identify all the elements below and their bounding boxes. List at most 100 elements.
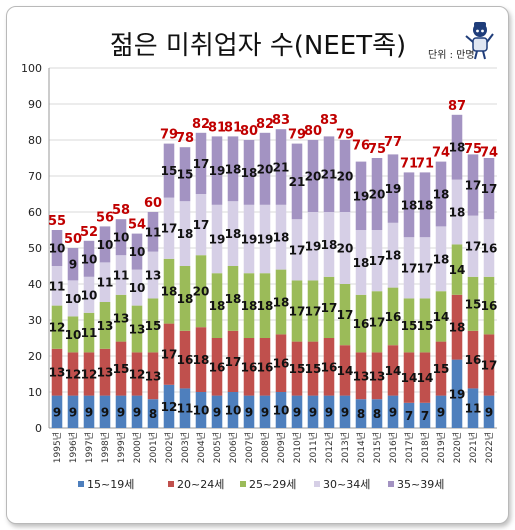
segment-value-label: 15 xyxy=(401,319,418,333)
segment-value-label: 16 xyxy=(481,299,498,313)
total-value-label: 81 xyxy=(208,120,226,135)
bar-segment xyxy=(291,219,303,281)
segment-value-label: 15 xyxy=(305,362,322,376)
bar-segment xyxy=(451,359,463,428)
legend-label: 15~19세 xyxy=(87,478,134,491)
y-tick-label: 50 xyxy=(28,242,42,255)
segment-value-label: 19 xyxy=(241,233,258,247)
segment-value-label: 17 xyxy=(417,261,434,275)
bar-segment xyxy=(211,395,223,428)
segment-value-label: 9 xyxy=(341,405,349,419)
segment-value-label: 18 xyxy=(273,296,290,310)
bar-segment xyxy=(275,269,287,335)
segment-value-label: 15 xyxy=(177,168,194,182)
bar-segment xyxy=(291,395,303,428)
bar-segment xyxy=(275,334,287,392)
mascot-logo-icon xyxy=(465,22,494,60)
segment-value-label: 15 xyxy=(433,362,450,376)
y-tick-label: 90 xyxy=(28,98,42,111)
bar-segment xyxy=(371,158,383,230)
bar-segment xyxy=(163,143,175,198)
segment-value-label: 15 xyxy=(289,362,306,376)
segment-value-label: 13 xyxy=(145,269,162,283)
bar-segment xyxy=(211,136,223,205)
segment-value-label: 18 xyxy=(449,321,466,335)
total-value-label: 87 xyxy=(448,99,466,114)
segment-value-label: 12 xyxy=(81,368,98,382)
total-value-label: 74 xyxy=(480,146,498,161)
y-tick-label: 0 xyxy=(35,422,42,435)
bar-segment xyxy=(371,399,383,428)
segment-value-label: 17 xyxy=(305,305,322,319)
bar-segment xyxy=(451,179,463,245)
stacked-bars xyxy=(51,114,495,428)
segment-value-label: 16 xyxy=(385,310,402,324)
segment-value-label: 13 xyxy=(353,369,370,383)
total-value-label: 55 xyxy=(48,214,66,229)
segment-value-label: 17 xyxy=(465,240,482,254)
bar-segment xyxy=(67,352,79,396)
y-tick-label: 10 xyxy=(28,386,42,399)
segment-value-label: 12 xyxy=(161,400,178,414)
bar-segment xyxy=(195,194,207,256)
bar-segment xyxy=(419,298,431,353)
bar-segment xyxy=(163,258,175,324)
segment-value-label: 18 xyxy=(209,299,226,313)
bar-segment xyxy=(99,395,111,428)
segment-value-label: 17 xyxy=(161,222,178,236)
segment-value-label: 13 xyxy=(369,369,386,383)
segment-value-label: 19 xyxy=(209,164,226,178)
bar-segment xyxy=(243,204,255,274)
bar-segment xyxy=(83,312,95,353)
segment-labels: 9131211109121010991211101091313111091513… xyxy=(49,141,498,423)
segment-value-label: 9 xyxy=(133,405,141,419)
segment-value-label: 10 xyxy=(65,328,82,342)
x-tick-label: 2020년 xyxy=(452,432,463,463)
total-value-label: 82 xyxy=(256,117,274,132)
unit-label: 단위 : 만명 xyxy=(428,48,475,61)
bar-segment xyxy=(227,392,239,428)
segment-value-label: 20 xyxy=(305,170,322,184)
segment-value-label: 9 xyxy=(69,258,77,272)
total-value-label: 75 xyxy=(464,142,482,157)
bar-segment xyxy=(67,248,79,281)
bar-segment xyxy=(451,114,463,180)
bar-segment xyxy=(387,395,399,428)
bar-segment xyxy=(307,140,319,212)
segment-value-label: 13 xyxy=(97,366,114,380)
bar-segment xyxy=(435,226,447,292)
segment-value-label: 7 xyxy=(421,409,429,423)
segment-value-label: 18 xyxy=(449,206,466,220)
segment-value-label: 18 xyxy=(177,292,194,306)
bar-segment xyxy=(483,395,495,428)
bar-segment xyxy=(291,341,303,396)
segment-value-label: 11 xyxy=(49,279,66,293)
bar-segment xyxy=(211,273,223,338)
bar-segment xyxy=(467,276,479,331)
bar-segment xyxy=(291,280,303,342)
total-value-label: 74 xyxy=(432,146,450,161)
segment-value-label: 13 xyxy=(129,323,146,337)
total-value-label: 71 xyxy=(400,156,418,171)
y-tick-label: 60 xyxy=(28,206,42,219)
bar-segment xyxy=(179,388,191,428)
bar-segment xyxy=(355,352,367,400)
segment-value-label: 11 xyxy=(113,269,130,283)
bar-segment xyxy=(211,204,223,274)
segment-value-label: 9 xyxy=(309,405,317,419)
bar-segment xyxy=(83,395,95,428)
bar-segment xyxy=(195,132,207,194)
bar-segment xyxy=(83,352,95,396)
bar-segment xyxy=(371,230,383,292)
bar-segment xyxy=(323,276,335,338)
segment-value-label: 9 xyxy=(101,405,109,419)
x-tick-label: 2019년 xyxy=(436,432,447,463)
segment-value-label: 8 xyxy=(149,407,157,421)
segment-value-label: 21 xyxy=(273,161,290,175)
segment-value-label: 9 xyxy=(325,405,333,419)
segment-value-label: 10 xyxy=(225,404,242,418)
segment-value-label: 17 xyxy=(465,179,482,193)
bar-segment xyxy=(51,230,63,266)
total-value-label: 83 xyxy=(320,113,338,128)
segment-value-label: 9 xyxy=(245,405,253,419)
